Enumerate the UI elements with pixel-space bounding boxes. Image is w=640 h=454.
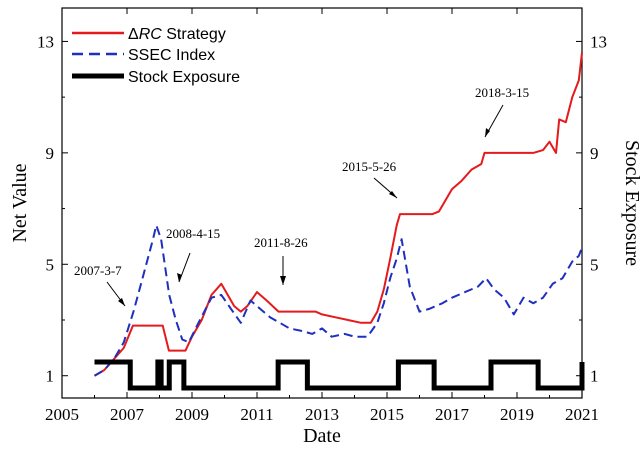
x-tick-label: 2011: [240, 405, 273, 424]
y-tick-label-left: 1: [46, 367, 55, 386]
ticks-layer: 2005 2007 2009 2011 2013 2015 2017 2019 2021 1 5 9 1…: [37, 8, 607, 424]
y-axis-title-left: Net Value: [9, 163, 31, 242]
x-tick-label: 2019: [500, 405, 534, 424]
x-tick-label: 2021: [565, 405, 599, 424]
x-axis-title: Date: [303, 425, 341, 447]
legend: ΔRC Strategy SSEC Index Stock Exposure: [72, 26, 240, 86]
annotation-2015-5-26: 2015-5-26: [342, 159, 397, 174]
series-layer: [94, 52, 585, 391]
annotation-arrowhead-2018-3-15: [485, 128, 490, 137]
legend-label-ssec: SSEC Index: [128, 47, 215, 64]
x-tick-label: 2017: [435, 405, 470, 424]
x-tick-label: 2013: [305, 405, 339, 424]
annotation-2011-8-26: 2011-8-26: [254, 235, 308, 250]
annotation-2018-3-15: 2018-3-15: [475, 85, 529, 100]
y-axis-title-right: Stock Exposure: [621, 140, 640, 266]
x-tick-label: 2005: [45, 405, 79, 424]
y-tick-label-left: 9: [46, 144, 55, 163]
y-tick-label-right: 9: [590, 144, 599, 163]
y-tick-label-right: 13: [590, 32, 607, 51]
x-tick-label: 2007: [110, 405, 145, 424]
plot-frame: [61, 7, 583, 399]
annotation-arrowhead-2008-4-15: [177, 273, 182, 282]
series-line-stock-exposure: [94, 359, 585, 391]
annotation-2007-3-7: 2007-3-7: [74, 263, 122, 278]
annotation-2008-4-15: 2008-4-15: [166, 226, 220, 241]
series-line-ssec-index: [94, 224, 583, 377]
legend-label-exposure: Stock Exposure: [128, 69, 240, 86]
x-tick-label: 2009: [175, 405, 209, 424]
legend-label-strategy: ΔRC Strategy: [128, 26, 226, 43]
annotations: 2007-3-7 2008-4-15 2011-8-26 2015-5-26 2…: [74, 85, 529, 307]
y-tick-label-left: 5: [46, 255, 55, 274]
annotation-arrowhead-2007-3-7: [118, 298, 125, 306]
y-tick-label-right: 1: [590, 367, 599, 386]
y-tick-label-left: 13: [37, 32, 54, 51]
annotation-arrowhead-2011-8-26: [280, 276, 286, 285]
x-tick-label: 2015: [370, 405, 404, 424]
series-line-rc-strategy: [94, 52, 583, 377]
annotation-arrowhead-2015-5-26: [389, 191, 397, 198]
y-tick-label-right: 5: [590, 255, 599, 274]
